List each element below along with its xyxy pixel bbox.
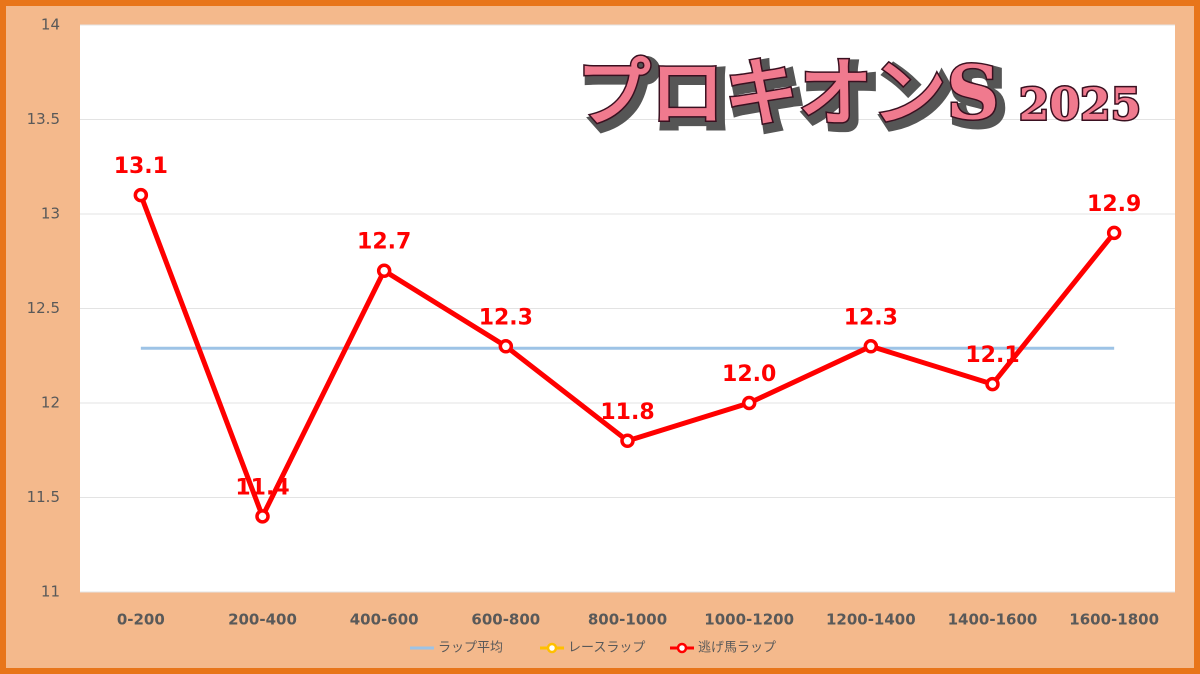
data-label: 13.1 [114, 154, 168, 179]
point [255, 509, 270, 524]
data-label: 12.3 [844, 305, 898, 330]
legend-label: ラップ平均 [438, 641, 503, 656]
chart-subtitle: 2025 [1019, 80, 1141, 131]
title-shadow: プロキオンS [581, 56, 1004, 142]
x-tick-label: 1200-1400 [826, 611, 916, 629]
y-tick-label: 12.5 [27, 299, 60, 317]
data-label: 12.0 [722, 362, 776, 387]
chart-title: プロキオンS [576, 51, 999, 137]
x-tick-label: 200-400 [228, 611, 297, 629]
data-label: 12.7 [357, 230, 411, 255]
title-group: プロキオンS プロキオンS 2025 [575, 49, 1143, 147]
data-label: 12.3 [479, 305, 533, 330]
x-tick-label: 0-200 [117, 611, 165, 629]
x-tick-label: 1600-1800 [1069, 611, 1159, 629]
y-tick-label: 14 [41, 16, 60, 34]
x-tick-label: 1000-1200 [704, 611, 794, 629]
point [1106, 225, 1122, 241]
point [376, 263, 392, 278]
y-tick-label: 11 [41, 583, 60, 601]
x-tick-label: 400-600 [350, 611, 419, 629]
y-tick-label: 11.5 [27, 488, 60, 506]
point [620, 433, 635, 449]
x-tick-label: 600-800 [471, 611, 540, 629]
y-tick-label: 13.5 [27, 110, 60, 128]
point [498, 339, 514, 354]
point [133, 187, 149, 203]
y-tick-label: 12 [41, 394, 60, 412]
data-label: 11.4 [235, 475, 289, 500]
data-label: 11.8 [600, 400, 654, 425]
marks: 13.1 11.4 12.7 12.3 11.8 12.0 12.3 12.1 12.9 [114, 154, 1141, 524]
legend-marker [546, 642, 558, 654]
point [863, 339, 879, 354]
y-tick-label: 13 [41, 205, 60, 223]
legend: ラップ平均 レースラップ 逃げ馬ラップ [410, 641, 776, 656]
x-tick-label: 1400-1600 [948, 611, 1038, 629]
x-tick-label: 800-1000 [588, 611, 667, 629]
grid [80, 24, 1175, 593]
point [985, 376, 1000, 392]
legend-label: レースラップ [568, 641, 645, 656]
point [741, 395, 757, 411]
data-label: 12.9 [1087, 192, 1141, 217]
legend-marker [676, 642, 688, 654]
data-label: 12.1 [965, 343, 1019, 368]
legend-label: 逃げ馬ラップ [698, 641, 776, 656]
